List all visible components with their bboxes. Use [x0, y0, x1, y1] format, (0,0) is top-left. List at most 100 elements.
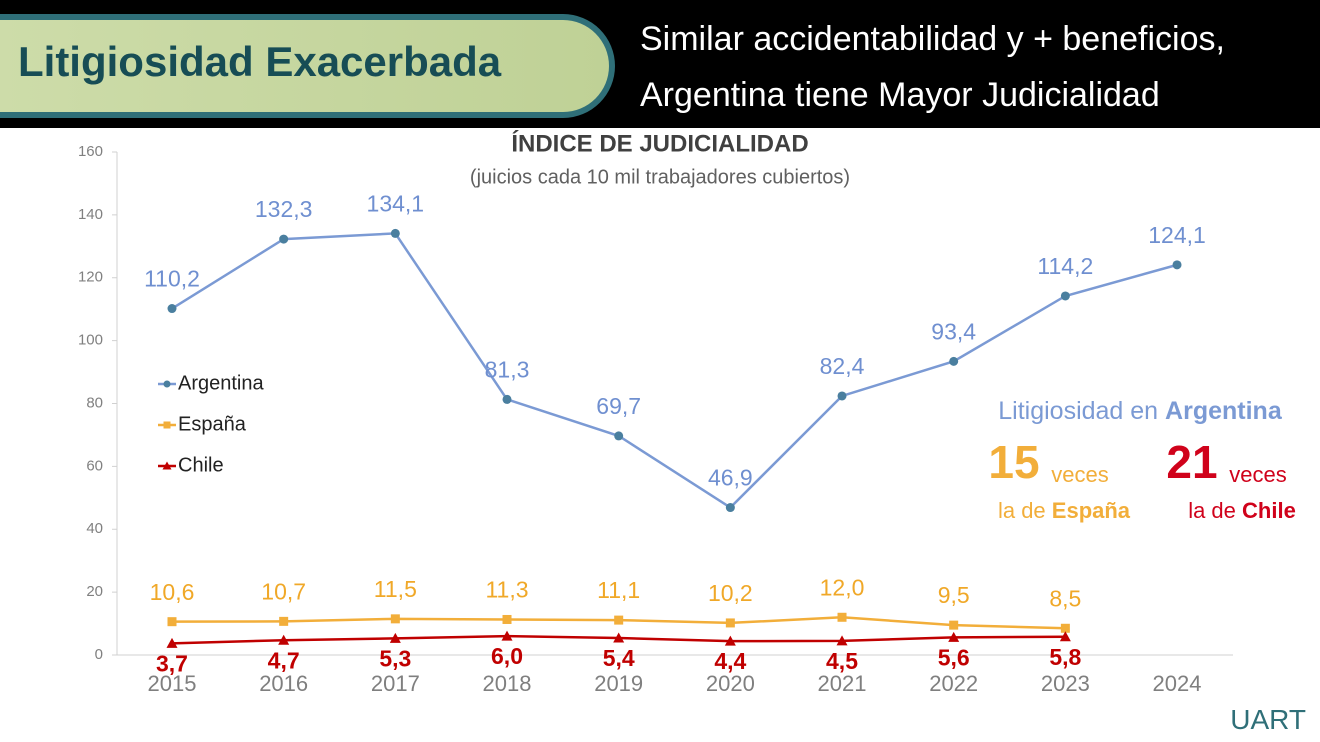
point [502, 394, 512, 404]
y-tick-label: 100 [78, 332, 103, 349]
point [1060, 623, 1070, 633]
annotation-number: 21 [1166, 436, 1217, 488]
data-label: 3,7 [156, 650, 188, 676]
annotation-part: Litigiosidad en [998, 397, 1165, 425]
annotation: la de España [998, 498, 1131, 523]
point [614, 431, 624, 441]
data-label: 110,2 [144, 266, 200, 292]
point [167, 617, 177, 627]
data-label: 69,7 [596, 393, 641, 419]
data-label: 4,7 [268, 647, 300, 673]
x-tick-label: 2015 [148, 671, 197, 696]
slide-subtitle: Argentina tiene Mayor Judicialidad [640, 76, 1160, 114]
point [167, 304, 177, 314]
point [1172, 260, 1182, 270]
y-tick-label: 140 [78, 206, 103, 223]
x-tick-label: 2021 [818, 671, 867, 696]
point [390, 228, 400, 238]
x-tick-label: 2017 [371, 671, 420, 696]
data-label: 10,7 [261, 578, 306, 604]
point [613, 632, 625, 643]
annotation-part: la de [1188, 498, 1242, 523]
logo: UART [1230, 704, 1306, 735]
point [837, 391, 847, 401]
y-tick-label: 0 [95, 646, 103, 663]
annotation-word: veces [1051, 462, 1108, 487]
data-label: 9,5 [938, 582, 970, 608]
data-label: 10,2 [708, 580, 753, 606]
annotation-part: España [1052, 498, 1131, 523]
annotation: la de Chile [1188, 498, 1296, 523]
point [501, 630, 513, 641]
data-label: 6,0 [491, 643, 523, 669]
point [1059, 631, 1071, 642]
point [724, 635, 736, 646]
y-tick-label: 80 [86, 394, 103, 411]
point [279, 616, 289, 626]
data-label: 12,0 [820, 574, 865, 600]
data-label: 82,4 [820, 353, 865, 379]
annotation-number: 15 [988, 436, 1039, 488]
data-label: 93,4 [931, 318, 976, 344]
legend-label: España [178, 413, 247, 435]
point [502, 614, 512, 624]
data-label: 134,1 [367, 191, 425, 217]
annotation-part: Argentina [1165, 397, 1283, 425]
data-label: 11,1 [597, 577, 640, 603]
data-label: 4,5 [826, 648, 858, 674]
annotation-word: veces [1229, 462, 1286, 487]
slide-title: Litigiosidad Exacerbada [18, 38, 502, 85]
x-tick-label: 2020 [706, 671, 755, 696]
y-tick-label: 20 [86, 583, 103, 600]
x-tick-label: 2016 [259, 671, 308, 696]
data-label: 8,5 [1049, 585, 1081, 611]
series-line [171, 232, 1178, 510]
data-label: 5,3 [379, 645, 411, 671]
x-tick-label: 2022 [929, 671, 978, 696]
point [725, 618, 735, 628]
point [163, 421, 171, 429]
data-label: 11,5 [374, 576, 417, 602]
data-label: 5,8 [1049, 644, 1081, 670]
legend-label: Chile [178, 454, 224, 476]
data-label: 5,4 [603, 645, 635, 671]
annotation-part: Chile [1242, 498, 1296, 523]
point [162, 461, 172, 470]
y-tick-label: 60 [86, 457, 103, 474]
point [837, 612, 847, 622]
point [948, 631, 960, 642]
data-label: 124,1 [1148, 222, 1206, 248]
point [163, 380, 171, 388]
y-tick-label: 40 [86, 520, 103, 537]
point [166, 637, 178, 648]
point [836, 635, 848, 646]
x-tick-label: 2023 [1041, 671, 1090, 696]
x-tick-label: 2018 [483, 671, 532, 696]
annotation: Litigiosidad en Argentina [998, 397, 1283, 425]
annotation-part: la de [998, 498, 1052, 523]
y-tick-label: 160 [78, 143, 103, 160]
data-label: 5,6 [938, 644, 970, 670]
x-tick-label: 2019 [594, 671, 643, 696]
data-label: 11,3 [485, 577, 528, 603]
data-label: 10,6 [150, 579, 195, 605]
title-box [0, 14, 615, 118]
point [390, 614, 400, 624]
point [725, 503, 735, 513]
data-label: 114,2 [1037, 253, 1093, 279]
point [614, 615, 624, 625]
chart-subtitle: (juicios cada 10 mil trabajadores cubier… [470, 166, 850, 188]
point [949, 356, 959, 366]
point [279, 234, 289, 244]
x-tick-label: 2024 [1153, 671, 1202, 696]
data-label: 46,9 [708, 465, 753, 491]
y-tick-label: 120 [78, 269, 103, 286]
data-label: 132,3 [255, 196, 313, 222]
legend-label: Argentina [178, 372, 264, 394]
chart-title: ÍNDICE DE JUDICIALIDAD [511, 129, 808, 157]
point [278, 634, 290, 645]
point [949, 620, 959, 630]
point [1060, 291, 1070, 301]
